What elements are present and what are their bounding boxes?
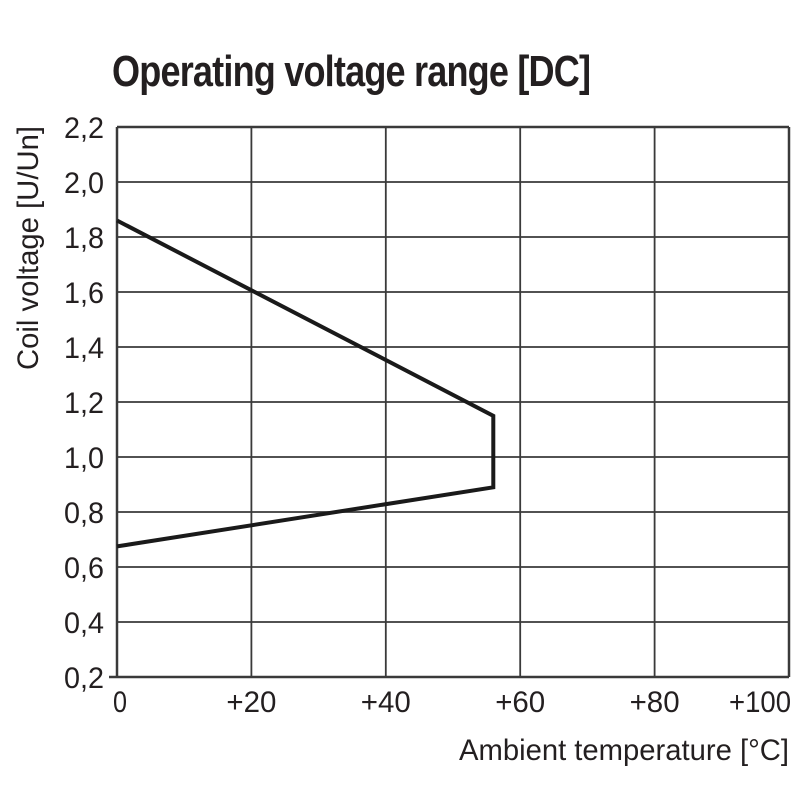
x-axis-label: Ambient temperature [°C] — [459, 734, 789, 767]
x-tick-label: +80 — [630, 686, 680, 719]
y-tick-label: 1,8 — [64, 222, 104, 255]
y-axis-ticks: 2,2 2,0 1,8 1,6 1,4 1,2 1,0 0,8 0,6 0,4 0,2 — [64, 112, 104, 695]
y-tick-label: 0,8 — [64, 497, 104, 530]
y-tick-label: 1,2 — [64, 387, 104, 420]
y-tick-label: 2,0 — [64, 167, 104, 200]
y-tick-label: 0,2 — [64, 662, 104, 695]
x-tick-label: +40 — [361, 686, 411, 719]
x-tick-label: +60 — [495, 686, 545, 719]
y-tick-label: 1,0 — [64, 442, 104, 475]
x-tick-label: +100 — [729, 686, 791, 719]
x-tick-label: 0 — [113, 686, 127, 719]
x-tick-label: +20 — [226, 686, 276, 719]
y-tick-label: 0,6 — [64, 552, 104, 585]
chart-title: Operating voltage range [DC] — [112, 47, 591, 96]
y-tick-label: 1,6 — [64, 277, 104, 310]
grid-lines — [109, 125, 791, 679]
y-tick-label: 2,2 — [64, 112, 104, 145]
x-axis-ticks: 0 +20 +40 +60 +80 +100 — [113, 686, 791, 719]
voltage-envelope-curve — [116, 218, 496, 549]
y-tick-label: 1,4 — [64, 332, 104, 365]
y-tick-label: 0,4 — [64, 607, 104, 640]
y-axis-label: Coil voltage [U/Un] — [12, 126, 45, 370]
